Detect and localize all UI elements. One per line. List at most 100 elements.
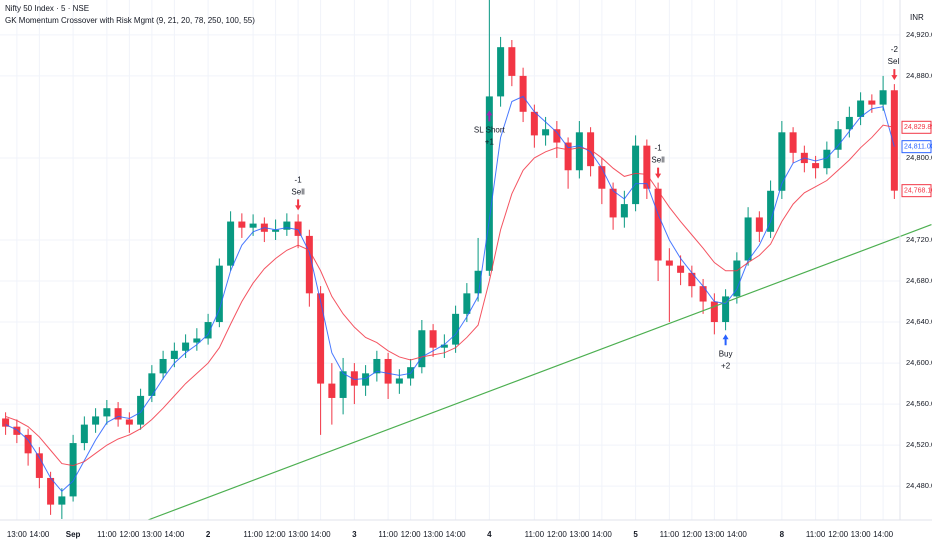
candle-body [744, 217, 752, 261]
x-tick-label: 5 [633, 530, 638, 539]
price-label-box [901, 140, 932, 154]
x-tick-label: 14:00 [873, 530, 894, 539]
candle-body [733, 260, 741, 297]
signal-arrow [655, 167, 662, 179]
candle-body [767, 190, 775, 232]
candle-body [317, 293, 325, 384]
candle-body [350, 371, 358, 386]
chart-title: Nifty 50 Index · 5 · NSE [5, 4, 89, 13]
x-tick-label: 13:00 [704, 530, 725, 539]
candle-body [452, 313, 460, 345]
candle-body [395, 378, 403, 384]
candle-body [812, 163, 820, 169]
x-tick-label: 13:00 [851, 530, 872, 539]
x-tick-label: 14:00 [592, 530, 613, 539]
signal-text: SL Short [474, 126, 506, 135]
x-tick-label: 14:00 [311, 530, 332, 539]
candle-body [305, 235, 313, 294]
currency: INR [910, 13, 924, 22]
price-label-box [901, 184, 932, 198]
y-tick-label: 24,920.00 [906, 30, 932, 39]
y-tick-label: 24,680.00 [906, 276, 932, 285]
candle-body [519, 75, 527, 112]
candle-body [497, 47, 505, 97]
price-label: 24,829.89 [904, 124, 932, 131]
candle-body [890, 90, 898, 191]
candle-body [699, 286, 707, 302]
x-tick-label: 13:00 [569, 530, 590, 539]
candle-body [328, 383, 336, 398]
candle-body [485, 96, 493, 271]
candle-body [114, 408, 122, 420]
candle-body [283, 221, 291, 230]
candle-body [13, 426, 21, 435]
x-tick-label: 11:00 [806, 530, 826, 539]
candle-body [575, 132, 583, 171]
y-tick-label: 24,880.00 [906, 71, 932, 80]
x-tick-label: 12:00 [828, 530, 849, 539]
x-tick-label: 12:00 [682, 530, 703, 539]
candle-body [643, 145, 651, 189]
x-tick-label: 11:00 [525, 530, 545, 539]
candle-body [24, 434, 32, 454]
candle-body [204, 322, 212, 339]
candle-body [722, 296, 730, 323]
x-tick-label: 11:00 [660, 530, 680, 539]
candle-body [778, 132, 786, 191]
y-tick-label: 24,600.00 [906, 358, 932, 367]
candle-body [463, 293, 471, 314]
candle-body [125, 419, 133, 425]
signal-arrow [295, 199, 302, 211]
signal-text: Sell [651, 156, 665, 165]
indicator-line [5, 124, 895, 467]
x-tick-label: 11:00 [97, 530, 117, 539]
candle-body [418, 330, 426, 368]
candle-body [69, 443, 77, 497]
candle-body [159, 358, 167, 374]
candle-body [789, 132, 797, 153]
candle-body [710, 301, 718, 323]
signal-arrow [722, 334, 729, 346]
candle-body [620, 204, 628, 218]
candle-body [80, 424, 88, 444]
price-label: 24,811.00 [904, 144, 932, 151]
signal-qty: +2 [721, 361, 731, 370]
x-tick-label: 3 [352, 530, 357, 539]
candle-body [654, 188, 662, 261]
candle-body [103, 408, 111, 417]
y-tick-label: 24,520.00 [906, 440, 932, 449]
candle-body [879, 90, 887, 105]
x-tick-label: 13:00 [7, 530, 28, 539]
candle-body [755, 217, 763, 232]
candle-body [587, 132, 595, 167]
x-tick-label: 13:00 [142, 530, 163, 539]
x-tick-label: 2 [206, 530, 211, 539]
trend-line [147, 224, 932, 521]
candle-body [182, 342, 190, 351]
candle-body [272, 229, 280, 232]
candle-body [215, 265, 223, 323]
candle-body [688, 272, 696, 287]
signal-qty: -1 [295, 175, 303, 184]
signal-qty: +1 [485, 138, 495, 147]
candle-body [373, 358, 381, 374]
candle-body [58, 496, 66, 505]
candle-body [440, 344, 448, 348]
x-tick-label: 12:00 [547, 530, 568, 539]
indicator-title: GK Momentum Crossover with Risk Mgmt (9,… [5, 16, 255, 25]
x-tick-label: 14:00 [727, 530, 748, 539]
candle-body [508, 47, 516, 76]
candle-body [429, 330, 437, 348]
signal-text: Buy [719, 349, 733, 358]
signal-qty: -1 [655, 144, 663, 153]
x-tick-label: 12:00 [119, 530, 140, 539]
y-tick-label: 24,560.00 [906, 399, 932, 408]
candle-body [362, 373, 370, 386]
candle-body [609, 188, 617, 218]
candle-body [845, 116, 853, 130]
signal-arrow [891, 69, 898, 81]
x-tick-label: Sep [66, 530, 81, 539]
x-tick-label: 11:00 [243, 530, 263, 539]
x-tick-label: 11:00 [378, 530, 398, 539]
